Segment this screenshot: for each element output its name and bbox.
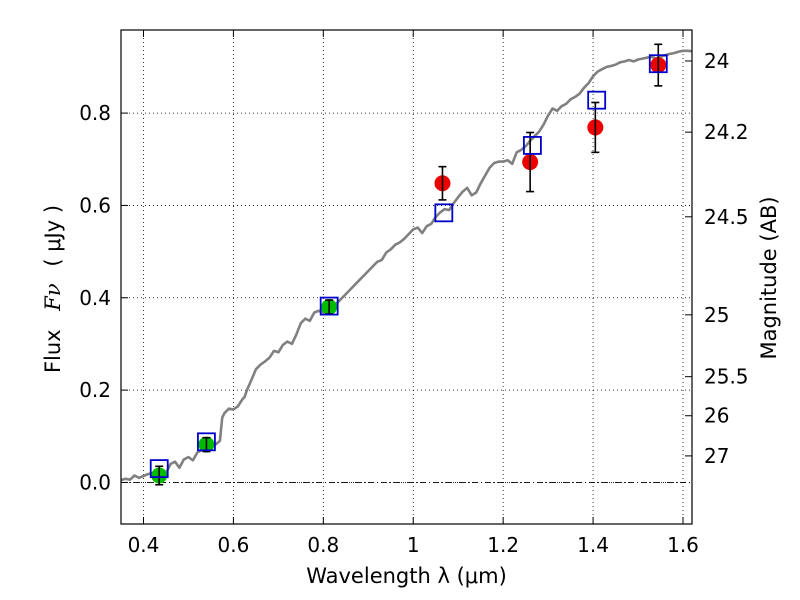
y-tick-label: 0.0 (79, 470, 111, 494)
x-tick-label: 1.6 (667, 533, 699, 557)
y-tick-label: 0.8 (79, 101, 111, 125)
axis-ticks: 0.4 0.6 0.8 1 1.2 1.4 1.6 0.0 0.2 0.4 0.6 0.8 24 24.2… (79, 30, 749, 557)
y-axis-label: Flux Fν ( μJy ) (41, 205, 65, 373)
right-tick-label: 24.2 (704, 120, 749, 144)
model-flux-box (434, 203, 454, 223)
plot-area (121, 43, 692, 486)
right-tick-label: 25 (704, 303, 729, 327)
x-tick-label: 0.8 (307, 533, 339, 557)
x-tick-label: 1 (407, 533, 420, 557)
x-axis-label: Wavelength λ (μm) (306, 564, 507, 588)
x-tick-label: 0.6 (217, 533, 249, 557)
right-tick-label: 25.5 (704, 365, 749, 389)
y-axis-label-symbol: Fν (41, 283, 65, 312)
x-tick-label: 1.2 (487, 533, 519, 557)
right-axis-label: Magnitude (AB) (757, 196, 781, 359)
right-tick-label: 26 (704, 404, 729, 428)
y-tick-label: 0.4 (79, 286, 111, 310)
y-tick-label: 0.6 (79, 193, 111, 217)
model-flux-box (587, 90, 607, 110)
right-tick-label: 24 (704, 49, 729, 73)
model-flux-box (197, 432, 216, 452)
x-tick-label: 0.4 (128, 533, 160, 557)
y-axis-label-unit: ( μJy ) (41, 205, 65, 267)
model-flux-box (149, 459, 169, 478)
plot-frame (120, 29, 693, 525)
right-tick-label: 24.5 (704, 205, 749, 229)
right-tick-label: 27 (704, 444, 729, 468)
y-axis-label-prefix: Flux (41, 329, 65, 373)
spectrum-line (121, 49, 692, 482)
model-flux-box (648, 54, 668, 74)
x-tick-label: 1.4 (577, 533, 609, 557)
model-flux-box (319, 296, 339, 316)
model-flux-box (522, 136, 542, 155)
y-tick-label: 0.2 (79, 378, 111, 402)
